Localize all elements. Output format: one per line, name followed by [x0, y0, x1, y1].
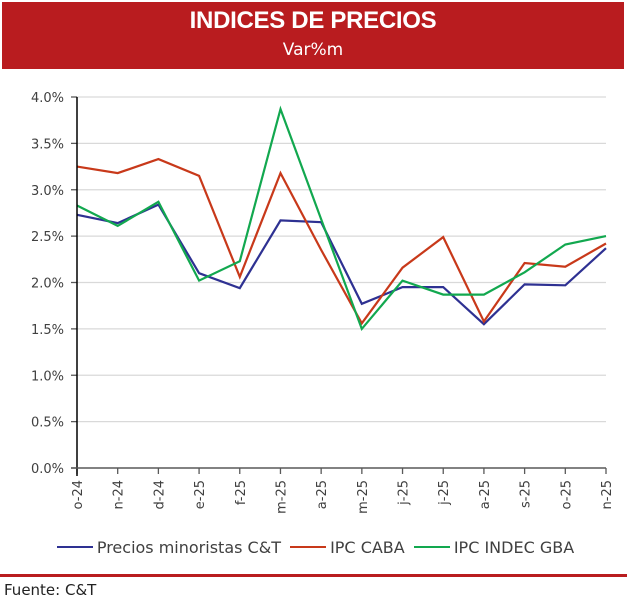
- y-tick-label: 1.0%: [31, 369, 64, 384]
- legend-item-ipc-indec-gba: IPC INDEC GBA: [410, 538, 574, 557]
- y-tick-label: 4.0%: [31, 91, 64, 106]
- legend-label: Precios minoristas C&T: [96, 537, 281, 557]
- y-tick-label: 1.5%: [31, 323, 64, 338]
- x-tick-label: e-25: [193, 480, 208, 509]
- x-tick-label: m-25: [274, 480, 289, 514]
- gridlines: [77, 96, 606, 423]
- axes: [71, 97, 606, 476]
- legend-swatch: [56, 546, 93, 548]
- legend-swatch: [413, 546, 450, 548]
- x-tick-label: j-25: [437, 480, 452, 506]
- x-tick-label: n-24: [112, 480, 127, 509]
- x-tick-label: o-24: [71, 480, 86, 509]
- x-tick-label: a-25: [478, 480, 493, 509]
- x-tick-label: a-25: [315, 480, 330, 509]
- series-line-1: [76, 157, 607, 326]
- legend-label: IPC CABA: [330, 537, 405, 557]
- x-tick-label: s-25: [519, 480, 534, 508]
- chart-title: INDICES DE PRECIOS: [189, 7, 437, 34]
- source-note: Fuente: C&T: [4, 581, 97, 599]
- chart-header: INDICES DE PRECIOS Var%m: [2, 2, 624, 69]
- y-tick-label: 3.0%: [31, 184, 64, 199]
- x-tick-label: n-25: [600, 480, 615, 509]
- chart-subtitle: Var%m: [282, 40, 344, 60]
- y-tick-label: 2.0%: [31, 277, 64, 292]
- x-axis-ticks: o-24 n-24 d-24 e-25 f-25 m-25 a-25 m-25 j-25 j-25…: [71, 468, 615, 514]
- legend: Precios minoristas C&T IPC CABA IPC INDE…: [0, 533, 627, 557]
- x-tick-label: f-25: [234, 480, 249, 505]
- x-tick-label: d-24: [152, 480, 167, 510]
- footer-divider: [0, 574, 627, 577]
- series-line-0: [76, 203, 607, 326]
- series-line-2: [76, 105, 607, 332]
- x-tick-label: m-25: [356, 480, 371, 514]
- y-tick-label: 3.5%: [31, 137, 64, 152]
- y-tick-label: 0.5%: [31, 416, 64, 431]
- legend-item-precios-minoristas: Precios minoristas C&T: [53, 538, 281, 557]
- y-axis-ticks: 0.0% 0.5% 1.0% 1.5% 2.0% 2.5% 3.0% 3.5% 4.0%: [31, 91, 77, 477]
- legend-swatch: [290, 546, 327, 548]
- series-lines: [76, 105, 607, 332]
- x-tick-label: o-25: [559, 480, 574, 509]
- y-tick-label: 2.5%: [31, 230, 64, 245]
- line-chart: 0.0% 0.5% 1.0% 1.5% 2.0% 2.5% 3.0% 3.5% 4.0% o-2…: [31, 91, 615, 514]
- x-tick-label: j-25: [397, 480, 412, 506]
- y-tick-label: 0.0%: [31, 462, 64, 477]
- legend-item-ipc-caba: IPC CABA: [286, 538, 405, 557]
- legend-label: IPC INDEC GBA: [453, 537, 575, 557]
